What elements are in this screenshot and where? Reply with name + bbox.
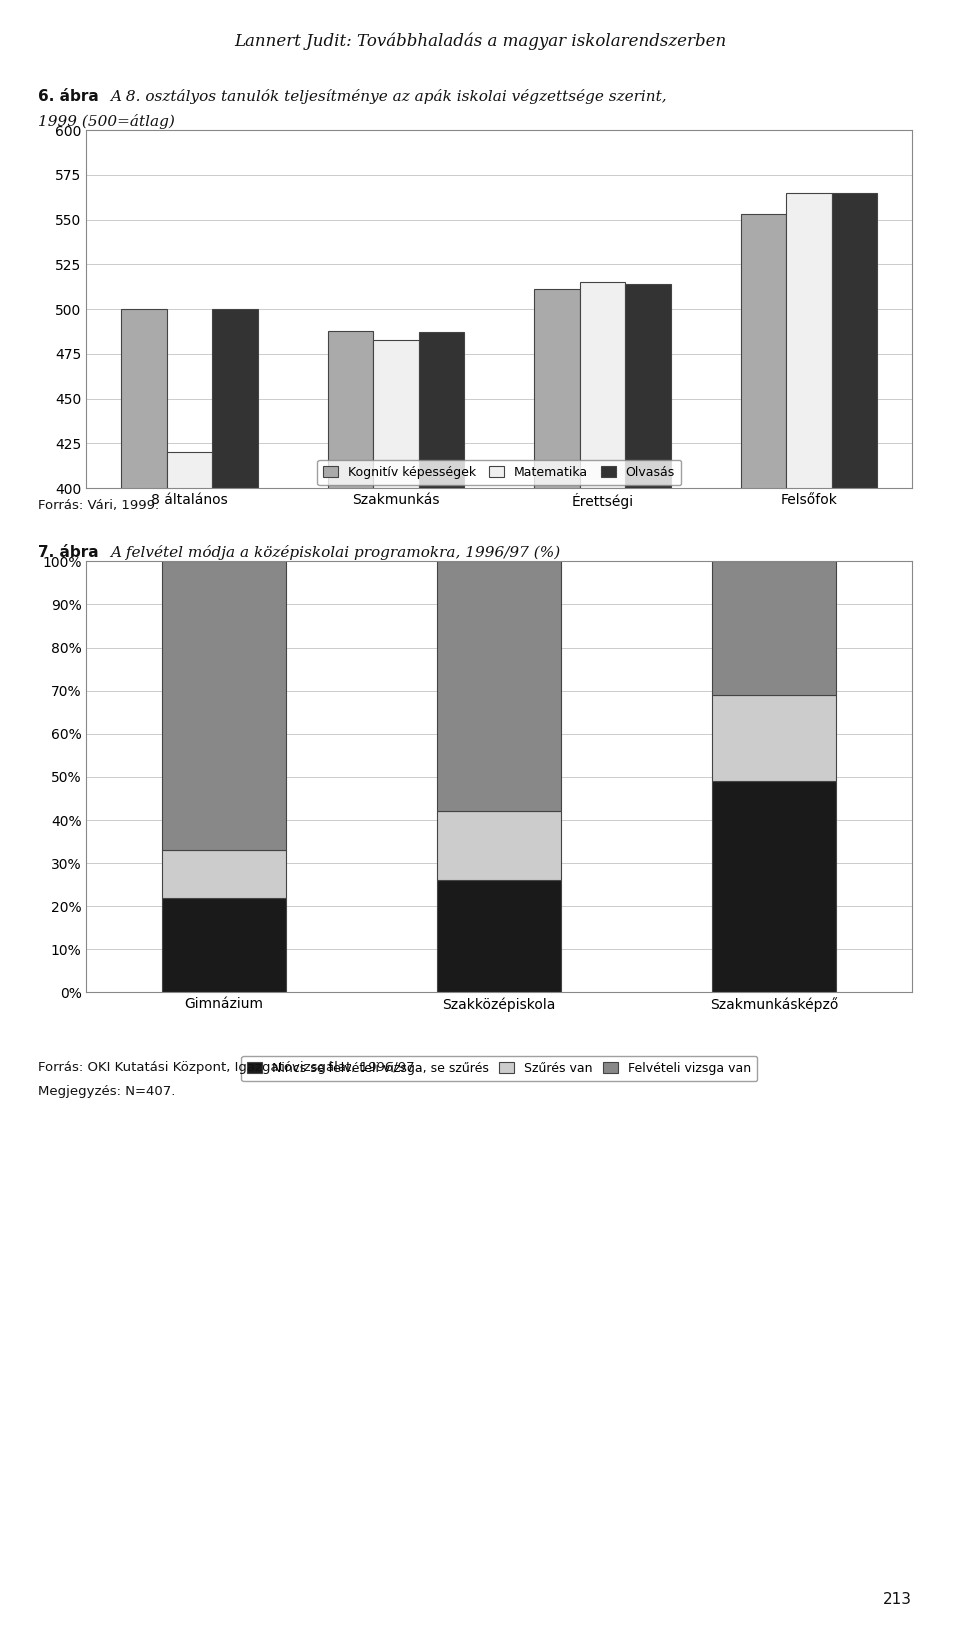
Bar (437, 880, 561, 992)
Bar (212, 309, 257, 1204)
Text: 1999 (500=átlag): 1999 (500=átlag) (38, 114, 176, 129)
Legend: Kognitív képességek, Matematika, Olvasás: Kognitív képességek, Matematika, Olvasás (317, 460, 682, 485)
Bar (712, 781, 836, 992)
Bar (122, 309, 167, 1204)
Bar (535, 290, 580, 1204)
Bar (167, 452, 212, 1204)
Bar (437, 561, 561, 812)
Bar (831, 194, 876, 1204)
Bar (786, 194, 831, 1204)
Text: 6. ábra: 6. ábra (38, 89, 99, 104)
Bar (741, 215, 786, 1204)
Text: Forrás: Vári, 1999.: Forrás: Vári, 1999. (38, 499, 159, 513)
Bar (625, 285, 670, 1204)
Bar (162, 561, 286, 851)
Bar (162, 851, 286, 898)
Bar (712, 695, 836, 781)
Bar (162, 898, 286, 992)
Bar (712, 561, 836, 695)
Text: Megjegyzés: N=407.: Megjegyzés: N=407. (38, 1085, 176, 1098)
Bar (373, 340, 419, 1204)
Text: Forrás: OKI Kutatási Központ, Igazgatóvizsgálat, 1996/97.: Forrás: OKI Kutatási Központ, Igazgatóvi… (38, 1061, 420, 1074)
Text: A 8. osztályos tanulók teljesítménye az apák iskolai végzettsége szerint,: A 8. osztályos tanulók teljesítménye az … (110, 89, 667, 104)
Legend: Nincs se felvételi vizsga, se szűrés, Szűrés van, Felvételi vizsga van: Nincs se felvételi vizsga, se szűrés, Sz… (241, 1056, 757, 1080)
Bar (419, 332, 464, 1204)
Bar (580, 283, 625, 1204)
Text: A felvétel módja a középiskolai programokra, 1996/97 (%): A felvétel módja a középiskolai programo… (110, 545, 561, 560)
Text: 213: 213 (883, 1593, 912, 1607)
Bar (437, 812, 561, 880)
Text: Lannert Judit: Továbbhaladás a magyar iskolarendszerben: Lannert Judit: Továbbhaladás a magyar is… (234, 33, 726, 50)
Text: 7. ábra: 7. ábra (38, 545, 99, 560)
Bar (328, 330, 373, 1204)
